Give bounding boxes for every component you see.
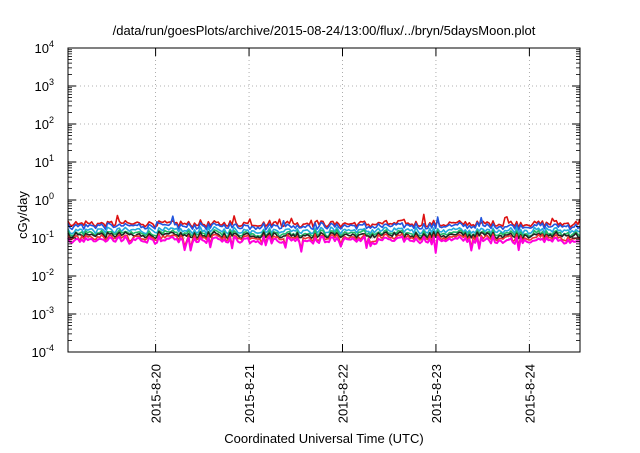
y-tick-label: 10-4	[32, 343, 54, 360]
y-tick-label-exponent: -1	[46, 229, 54, 239]
x-tick-label: 2015-8-24	[522, 364, 537, 423]
y-tick-label: 101	[35, 153, 54, 170]
x-tick-labels: 2015-8-20 2015-8-21 2015-8-22 2015-8-23 2015…	[149, 364, 538, 423]
y-tick-label: 102	[35, 115, 54, 132]
y-tick-label-exponent: 1	[49, 153, 54, 163]
y-tick-label-base: 10	[32, 269, 46, 284]
x-tick-label: 2015-8-22	[335, 364, 350, 423]
series-line	[67, 235, 581, 254]
y-tick-label-base: 10	[32, 345, 46, 360]
y-tick-label-base: 10	[35, 41, 49, 56]
series-line	[67, 229, 581, 238]
axis-ticks	[68, 47, 580, 353]
y-tick-label-base: 10	[32, 231, 46, 246]
series-line	[67, 213, 581, 229]
y-tick-label: 100	[35, 191, 54, 208]
y-tick-label: 103	[35, 77, 54, 94]
y-tick-label-exponent: -4	[46, 343, 54, 353]
y-tick-label-base: 10	[32, 307, 46, 322]
y-tick-label-base: 10	[35, 193, 49, 208]
x-tick-label: 2015-8-21	[242, 364, 257, 423]
y-axis-label: cGy/day	[15, 191, 30, 239]
x-tick-label: 2015-8-23	[429, 364, 444, 423]
series-line	[67, 215, 581, 231]
series-group	[67, 213, 581, 254]
chart-title: /data/run/goesPlots/archive/2015-08-24/1…	[113, 23, 536, 38]
y-tick-label-base: 10	[35, 155, 49, 170]
y-tick-label-exponent: -2	[46, 267, 54, 277]
y-tick-label: 104	[35, 39, 54, 56]
y-tick-label: 10-1	[32, 229, 54, 246]
y-tick-label-base: 10	[35, 79, 49, 94]
y-tick-label-exponent: 0	[49, 191, 54, 201]
y-tick-label-exponent: 3	[49, 77, 54, 87]
y-tick-label-exponent: 4	[49, 39, 54, 49]
y-tick-label-base: 10	[35, 117, 49, 132]
y-tick-label: 10-2	[32, 267, 54, 284]
y-tick-label: 10-3	[32, 305, 54, 322]
x-axis-label: Coordinated Universal Time (UTC)	[224, 431, 423, 446]
x-tick-label: 2015-8-20	[149, 364, 164, 423]
y-tick-label-exponent: 2	[49, 115, 54, 125]
y-tick-label-exponent: -3	[46, 305, 54, 315]
